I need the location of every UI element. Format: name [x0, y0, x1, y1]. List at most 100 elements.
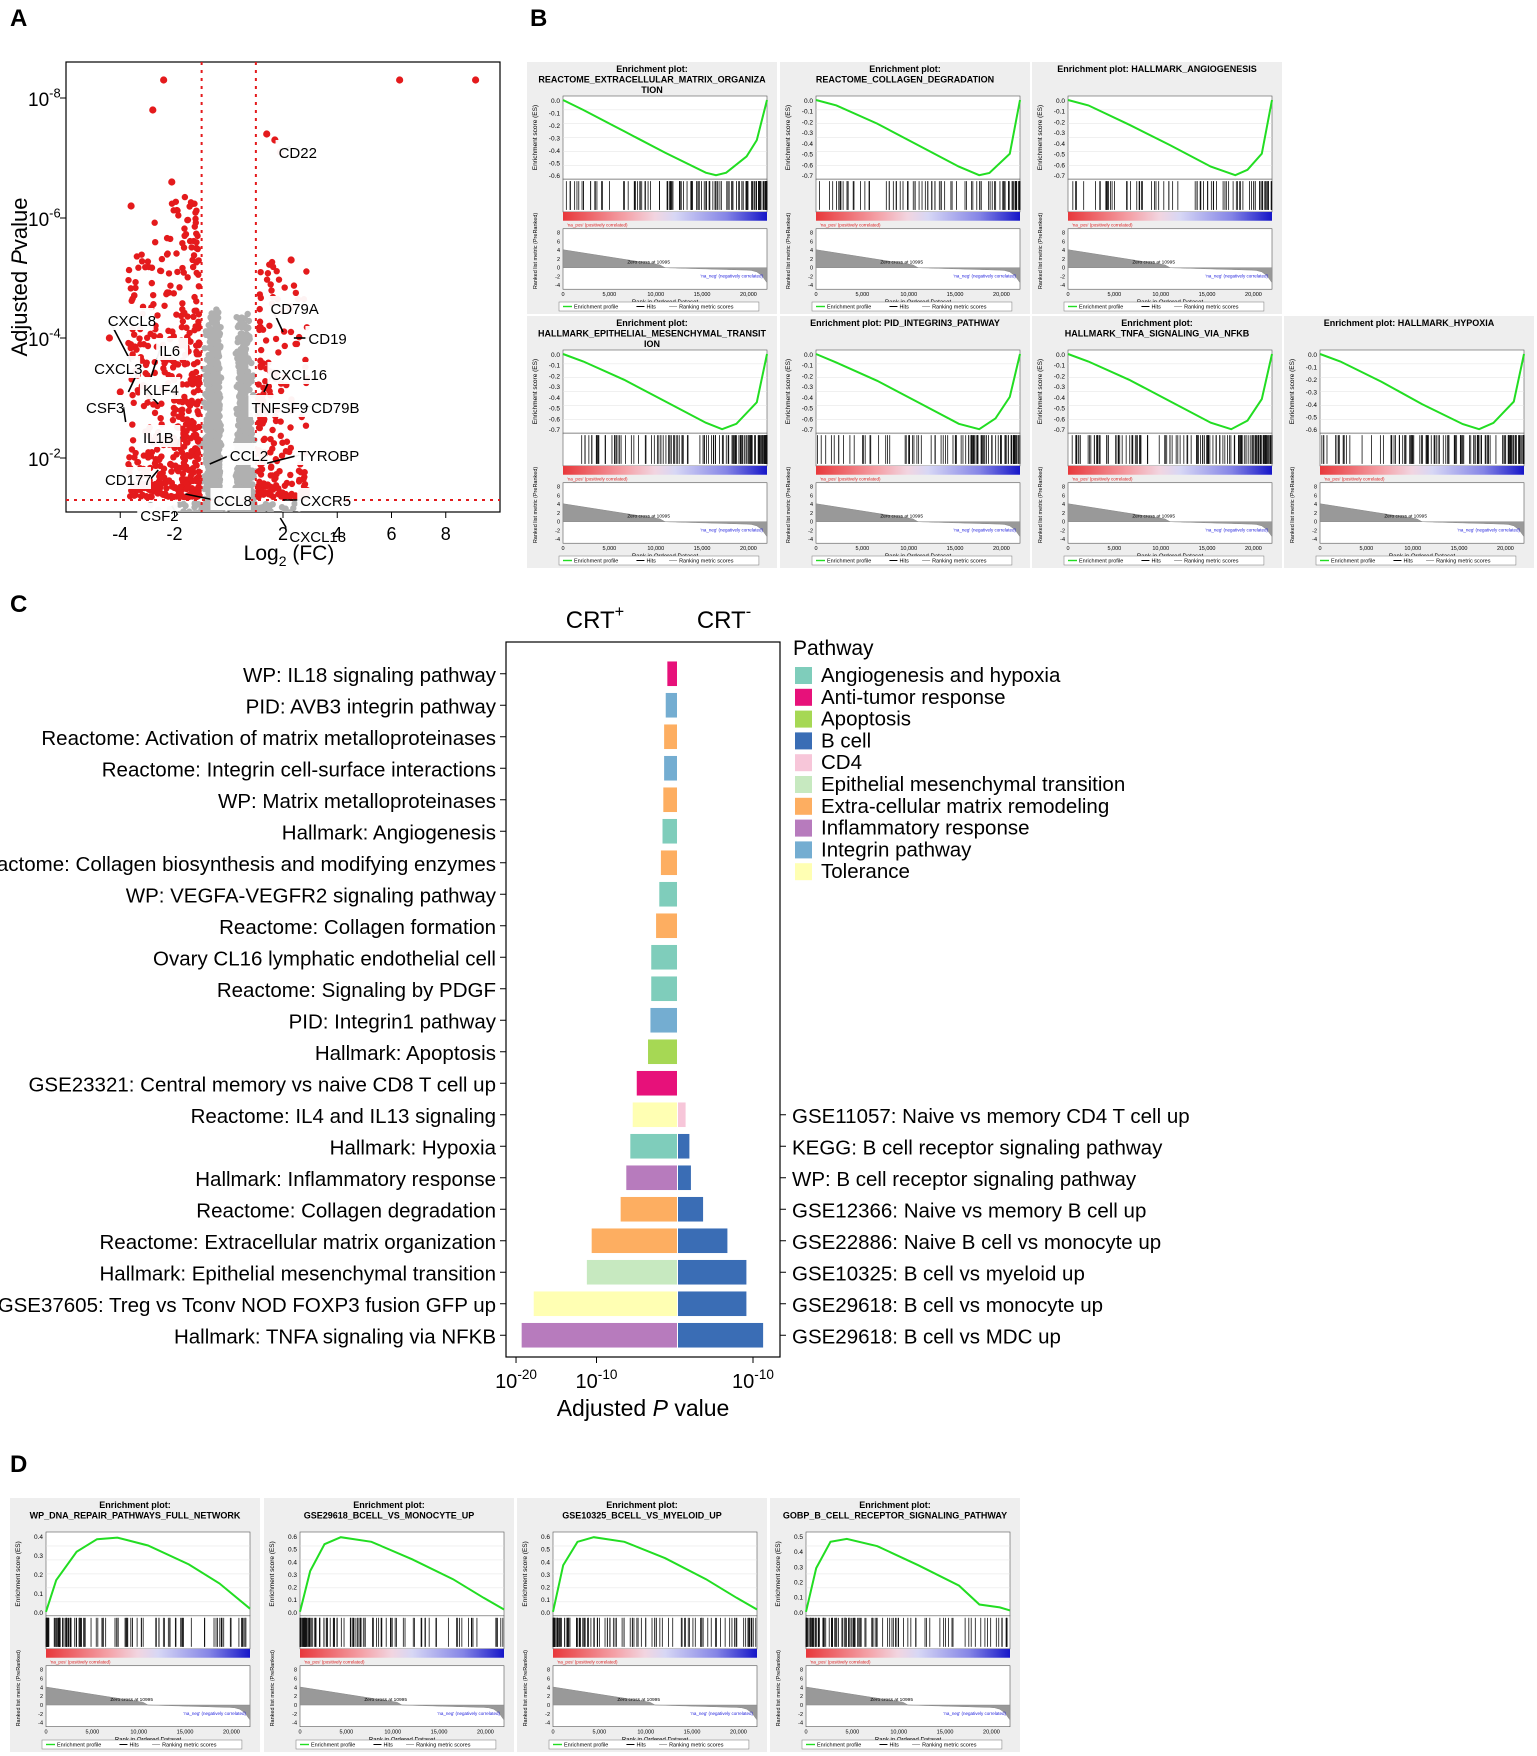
volcano-point-gray: [249, 527, 255, 533]
volcano-point-gray: [215, 521, 221, 527]
volcano-point-gray: [244, 528, 250, 534]
volcano-point-gray: [210, 547, 216, 553]
volcano-point-gray: [239, 509, 246, 512]
volcano-point-red: [126, 340, 133, 348]
volcano-point-gray: [260, 534, 266, 540]
volcano-point-gray: [197, 550, 203, 556]
volcano-point-gray: [236, 536, 242, 542]
volcano-point-gray: [233, 558, 239, 564]
bar-left-label: Hallmark: Epithelial mesenchymal transit…: [100, 1262, 497, 1285]
enrichment-plot: Enrichment plot:REACTOME_COLLAGEN_DEGRAD…: [780, 62, 1030, 314]
volcano-point-gray: [241, 403, 249, 410]
es-tick-label: -0.5: [802, 406, 814, 413]
volcano-point-gray: [223, 555, 229, 561]
pos-correlated-label: 'na_pos' (positively correlated): [820, 477, 881, 482]
volcano-point-gray: [235, 517, 241, 523]
volcano-point-gray: [222, 522, 228, 528]
bar-right: [678, 1133, 690, 1159]
volcano-point-gray: [247, 520, 253, 526]
bar-left: [586, 1259, 677, 1285]
volcano-point-gray: [271, 513, 277, 519]
volcano-point-gray: [215, 560, 221, 566]
volcano-point-gray: [225, 539, 231, 545]
neg-correlated-label: 'na_neg' (negatively correlated): [437, 1711, 500, 1716]
volcano-point-gray: [270, 533, 276, 539]
volcano-point-gray: [230, 540, 236, 546]
volcano-point-red: [287, 471, 294, 479]
volcano-point-gray: [220, 520, 226, 526]
ranked-tick-label: 0: [557, 520, 560, 526]
volcano-point-gray: [218, 536, 224, 542]
volcano-point-red: [281, 482, 289, 489]
volcano-point-red: [149, 291, 157, 299]
volcano-point-red: [275, 349, 282, 356]
volcano-point-gray: [237, 534, 243, 540]
volcano-point-gray: [232, 554, 238, 560]
volcano-point-red: [287, 424, 294, 431]
volcano-point-gray: [199, 517, 205, 523]
volcano-point-red: [165, 493, 172, 500]
es-tick-label: 0.5: [541, 1547, 550, 1554]
volcano-point-gray: [208, 377, 215, 385]
volcano-point-gray: [211, 513, 217, 519]
x-tick-label: 10-20: [495, 1367, 537, 1393]
bar-right-label: GSE12366: Naive vs memory B cell up: [792, 1199, 1146, 1222]
volcano-point-gray: [214, 348, 222, 356]
volcano-point-gray: [244, 310, 251, 318]
ranked-tick-label: 8: [810, 485, 813, 491]
gene-label: CXCL8: [108, 313, 156, 330]
x-tick-label: 6: [386, 524, 396, 544]
volcano-point-gray: [218, 510, 224, 512]
neg-correlated-label: 'na_neg' (negatively correlated): [700, 528, 763, 533]
volcano-point-red: [176, 284, 183, 291]
volcano-point-gray: [193, 526, 199, 532]
ranked-tick-label: 2: [40, 1694, 43, 1700]
es-axis-title: Enrichment score (ES): [522, 1541, 529, 1606]
es-tick-label: 0.2: [541, 1585, 550, 1592]
volcano-point-gray: [209, 539, 215, 545]
ranked-tick-label: -4: [555, 283, 560, 289]
rank-tick-label: 0: [1066, 292, 1069, 298]
rank-tick-label: 15,000: [177, 1730, 194, 1736]
volcano-point-gray: [193, 549, 199, 555]
volcano-point-red: [105, 334, 113, 342]
volcano-point-red: [195, 455, 202, 463]
volcano-point-red: [168, 200, 176, 207]
volcano-point-gray: [201, 545, 207, 551]
legend-hits-label: Hits: [1151, 305, 1161, 311]
volcano-point-gray: [267, 535, 273, 541]
volcano-point-gray: [216, 531, 222, 537]
es-axis-title: Enrichment score (ES): [1037, 359, 1044, 424]
volcano-point-red: [268, 287, 275, 294]
volcano-point-gray: [246, 386, 253, 394]
volcano-point-gray: [211, 510, 218, 512]
gene-label: CSF3: [86, 400, 124, 417]
volcano-point-gray: [220, 518, 226, 524]
volcano-point-gray: [196, 527, 202, 533]
volcano-point-gray: [213, 553, 219, 559]
legend-ranking-label: Ranking metric scores: [162, 1743, 217, 1749]
es-tick-label: 0.0: [1308, 352, 1317, 359]
volcano-point-red: [183, 360, 191, 367]
volcano-point-red: [181, 456, 189, 464]
neg-correlated-label: 'na_neg' (negatively correlated): [1205, 528, 1268, 533]
bar-left: [659, 881, 677, 907]
legend-label: Anti-tumor response: [821, 686, 1006, 709]
bar-right-label: WP: B cell receptor signaling pathway: [792, 1168, 1137, 1191]
crt-negative-header: CRT-: [697, 603, 751, 634]
volcano-point-gray: [217, 520, 223, 526]
volcano-point-gray: [243, 427, 250, 434]
es-tick-label: 0.0: [804, 352, 813, 359]
es-tick-label: 0.3: [34, 1553, 43, 1560]
volcano-point-red: [158, 255, 166, 263]
volcano-point-gray: [203, 533, 209, 539]
volcano-point-gray: [249, 373, 256, 380]
rank-tick-label: 0: [561, 546, 564, 552]
volcano-point-gray: [226, 549, 232, 555]
volcano-point-gray: [194, 509, 201, 512]
bar-left-label: Reactome: Extracellular matrix organizat…: [100, 1231, 497, 1254]
volcano-point-gray: [245, 527, 251, 533]
zero-cross-label: Zero cross at 10995: [364, 1697, 407, 1703]
bar-left: [650, 1007, 677, 1033]
